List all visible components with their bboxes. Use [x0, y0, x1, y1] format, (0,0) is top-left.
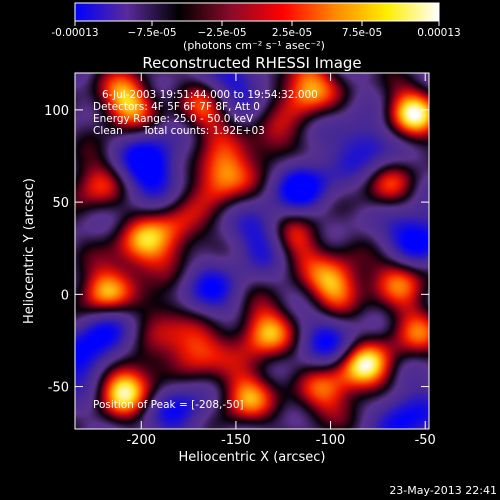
- colorbar-tick-labels: -0.00013 −7.5e-05 −2.5e-05 2.5e-05 7.5e-05 0.…: [51, 27, 460, 39]
- y-tick-label: 50: [52, 196, 69, 211]
- annotation-detectors: Detectors: 4F 5F 6F 7F 8F, Att 0: [93, 101, 260, 113]
- y-tick-label: 100: [44, 104, 69, 119]
- colorbar-tick-label: −7.5e-05: [127, 27, 176, 39]
- x-tick-label: -150: [221, 433, 251, 448]
- colorbar-unit-label: (photons cm⁻² s⁻¹ asec⁻²): [183, 39, 325, 52]
- colorbar-tick-label: -0.00013: [51, 27, 98, 39]
- colorbar-tick-label: −2.5e-05: [197, 27, 246, 39]
- colorbar-tick-label: 7.5e-05: [342, 27, 382, 39]
- x-tick-label: -100: [316, 433, 346, 448]
- chart-title: Reconstructed RHESSI Image: [142, 54, 361, 72]
- y-tick-label: -50: [48, 381, 69, 396]
- annotation-energy-range: Energy Range: 25.0 - 50.0 keV: [93, 113, 254, 125]
- y-axis-label: Heliocentric Y (arcsec): [22, 178, 37, 324]
- colorbar-tick-label: 2.5e-05: [272, 27, 312, 39]
- colorbar-ticks: [74, 21, 440, 26]
- x-tick-label: -200: [126, 433, 156, 448]
- heatmap-image: [75, 73, 429, 429]
- plot-frame: [74, 72, 430, 430]
- annotation-clean-counts: Clean Total counts: 1.92E+03: [93, 125, 265, 137]
- annotation-time-range: 6-Jul-2003 19:51:44.000 to 19:54:32.000: [102, 89, 318, 101]
- colorbar-tick-label: 0.00013: [417, 27, 460, 39]
- annotation-peak-position: Position of Peak = [-208,-50]: [93, 399, 244, 411]
- footer-timestamp: 23-May-2013 22:41: [389, 484, 497, 497]
- y-axis-ticks: -50 0 50 100: [44, 104, 429, 396]
- x-tick-label: -50: [415, 433, 436, 448]
- x-axis-label: Heliocentric X (arcsec): [179, 450, 326, 465]
- x-axis-ticks: -200 -150 -100 -50: [126, 73, 436, 448]
- y-tick-label: 0: [61, 288, 69, 303]
- colorbar: [74, 2, 440, 22]
